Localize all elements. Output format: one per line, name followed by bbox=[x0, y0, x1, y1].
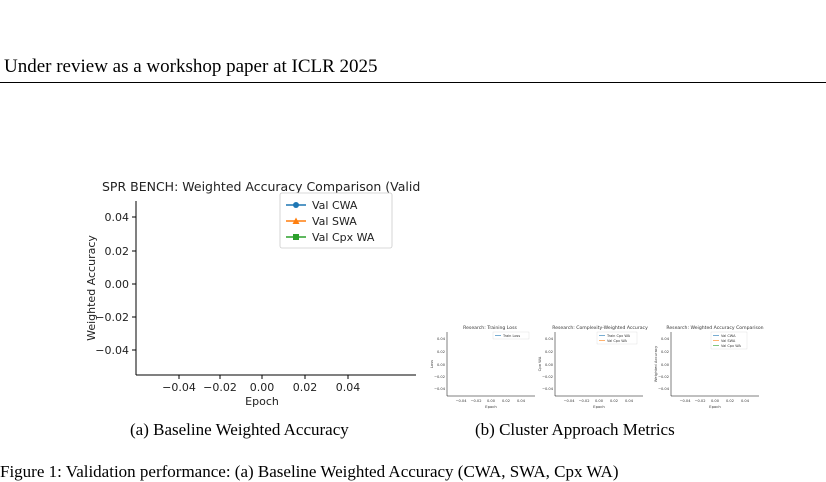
legend-label: Train Cpx WA bbox=[606, 334, 631, 338]
svg-text:Epoch: Epoch bbox=[593, 404, 605, 409]
legend-marker-circle-icon bbox=[293, 202, 299, 208]
panel-training-loss: Research: Training Loss Train Loss 0.04 … bbox=[429, 325, 535, 409]
chart-a-ylabel: Weighted Accuracy bbox=[85, 235, 98, 341]
svg-text:−0.04: −0.04 bbox=[679, 399, 691, 403]
svg-text:−0.02: −0.02 bbox=[542, 375, 553, 379]
svg-text:Epoch: Epoch bbox=[485, 404, 497, 409]
svg-text:−0.04: −0.04 bbox=[563, 399, 575, 403]
legend-marker-triangle-icon bbox=[292, 217, 300, 224]
chart-a-ytick-label: 0.04 bbox=[105, 211, 130, 224]
svg-text:Epoch: Epoch bbox=[709, 404, 721, 409]
panel-complexity-weighted-accuracy: Research: Complexity-Weighted Accuracy T… bbox=[537, 325, 648, 409]
header-rule bbox=[0, 82, 826, 83]
svg-text:Cpx WA: Cpx WA bbox=[537, 356, 542, 371]
svg-text:−0.02: −0.02 bbox=[434, 375, 445, 379]
chart-a-x-ticks: −0.04 −0.02 0.00 0.02 0.04 bbox=[162, 375, 360, 394]
legend-marker-square-icon bbox=[293, 234, 299, 240]
legend-label: Val CWA bbox=[721, 334, 736, 338]
svg-text:0.00: 0.00 bbox=[545, 363, 554, 367]
panel-title: Research: Complexity-Weighted Accuracy bbox=[552, 325, 648, 331]
chart-a-xlabel: Epoch bbox=[245, 395, 279, 408]
svg-text:0.02: 0.02 bbox=[661, 350, 669, 354]
chart-a-title: SPR BENCH: Weighted Accuracy Comparison … bbox=[102, 179, 420, 194]
chart-a-xtick-label: 0.00 bbox=[250, 381, 275, 394]
svg-text:0.00: 0.00 bbox=[437, 363, 446, 367]
legend-label: Val SWA bbox=[721, 339, 736, 343]
chart-a-xtick-label: −0.04 bbox=[162, 381, 196, 394]
svg-text:−0.02: −0.02 bbox=[694, 399, 705, 403]
svg-text:Loss: Loss bbox=[429, 360, 434, 368]
svg-text:−0.04: −0.04 bbox=[658, 387, 670, 391]
panel-title: Research: Training Loss bbox=[463, 325, 517, 331]
svg-text:0.00: 0.00 bbox=[711, 399, 720, 403]
chart-a-ytick-label: 0.02 bbox=[105, 245, 130, 258]
legend-label: Val CWA bbox=[312, 199, 358, 212]
svg-text:0.00: 0.00 bbox=[661, 363, 670, 367]
svg-text:−0.02: −0.02 bbox=[658, 375, 669, 379]
chart-a-ytick-label: 0.00 bbox=[105, 278, 130, 291]
figure-a-chart: SPR BENCH: Weighted Accuracy Comparison … bbox=[85, 179, 420, 408]
panel-weighted-accuracy-comparison: Research: Weighted Accuracy Comparison V… bbox=[653, 325, 764, 409]
svg-text:0.02: 0.02 bbox=[545, 350, 553, 354]
svg-text:0.02: 0.02 bbox=[726, 399, 734, 403]
figure-a-caption: (a) Baseline Weighted Accuracy bbox=[130, 420, 349, 439]
svg-text:0.04: 0.04 bbox=[545, 337, 554, 341]
svg-text:0.04: 0.04 bbox=[517, 399, 526, 403]
chart-a-xtick-label: 0.02 bbox=[293, 381, 318, 394]
svg-text:0.04: 0.04 bbox=[625, 399, 634, 403]
svg-text:−0.04: −0.04 bbox=[455, 399, 467, 403]
chart-a-y-ticks: 0.04 0.02 0.00 −0.02 −0.04 bbox=[95, 211, 136, 357]
chart-a-legend: Val CWA Val SWA Val Cpx WA bbox=[279, 192, 393, 249]
legend-label: Train Loss bbox=[502, 334, 520, 338]
svg-text:0.02: 0.02 bbox=[437, 350, 445, 354]
legend-label: Val Cpx WA bbox=[312, 231, 375, 244]
svg-text:0.04: 0.04 bbox=[661, 337, 670, 341]
svg-text:0.04: 0.04 bbox=[437, 337, 446, 341]
svg-text:Weighted Accuracy: Weighted Accuracy bbox=[653, 345, 658, 382]
svg-text:0.04: 0.04 bbox=[741, 399, 750, 403]
legend-label: Val Cpx WA bbox=[607, 339, 627, 343]
svg-text:−0.02: −0.02 bbox=[470, 399, 481, 403]
chart-a-xtick-label: −0.02 bbox=[203, 381, 237, 394]
chart-a-ytick-label: −0.02 bbox=[95, 311, 129, 324]
page-header: Under review as a workshop paper at ICLR… bbox=[4, 56, 378, 77]
svg-text:0.00: 0.00 bbox=[487, 399, 496, 403]
svg-text:−0.04: −0.04 bbox=[542, 387, 554, 391]
svg-text:0.02: 0.02 bbox=[502, 399, 510, 403]
chart-a-ytick-label: −0.04 bbox=[95, 344, 129, 357]
svg-text:−0.02: −0.02 bbox=[578, 399, 589, 403]
figure-b-caption: (b) Cluster Approach Metrics bbox=[475, 420, 675, 439]
legend-label: Val Cpx WA bbox=[721, 344, 741, 348]
chart-a-xtick-label: 0.04 bbox=[336, 381, 361, 394]
svg-text:0.02: 0.02 bbox=[610, 399, 618, 403]
figure-caption-text: Figure 1: Validation performance: (a) Ba… bbox=[0, 462, 619, 481]
figure-b-chart: Research: Training Loss Train Loss 0.04 … bbox=[429, 325, 764, 409]
legend-label: Val SWA bbox=[312, 215, 357, 228]
svg-text:−0.04: −0.04 bbox=[434, 387, 446, 391]
svg-text:0.00: 0.00 bbox=[595, 399, 604, 403]
panel-title: Research: Weighted Accuracy Comparison bbox=[666, 325, 763, 331]
